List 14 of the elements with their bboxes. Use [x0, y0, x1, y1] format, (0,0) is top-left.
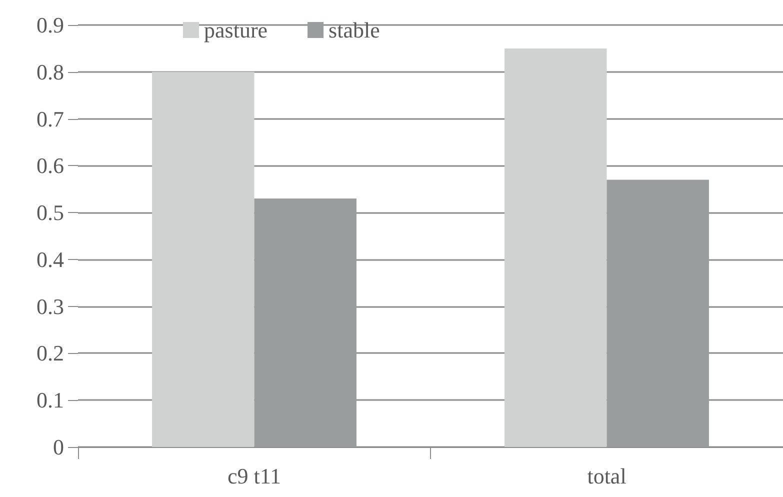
y-tick-label: 0.8	[36, 59, 64, 84]
y-tick-label: 0.5	[36, 200, 64, 226]
x-tick-label: c9 t11	[227, 464, 282, 488]
y-tick-label: 0	[53, 434, 64, 460]
legend-label: stable	[328, 18, 380, 42]
y-tick-label: 0.7	[36, 106, 64, 132]
y-tick-label: 0.6	[36, 153, 64, 178]
legend-label: pasture	[204, 18, 268, 42]
y-tick-label: 0.9	[36, 12, 64, 38]
x-tick-label: total	[587, 464, 626, 488]
y-tick-label: 0.1	[36, 388, 64, 413]
y-tick-label: 0.2	[36, 340, 64, 366]
y-tick-label: 0.3	[36, 294, 64, 319]
y-tick-label: 0.4	[36, 246, 64, 272]
